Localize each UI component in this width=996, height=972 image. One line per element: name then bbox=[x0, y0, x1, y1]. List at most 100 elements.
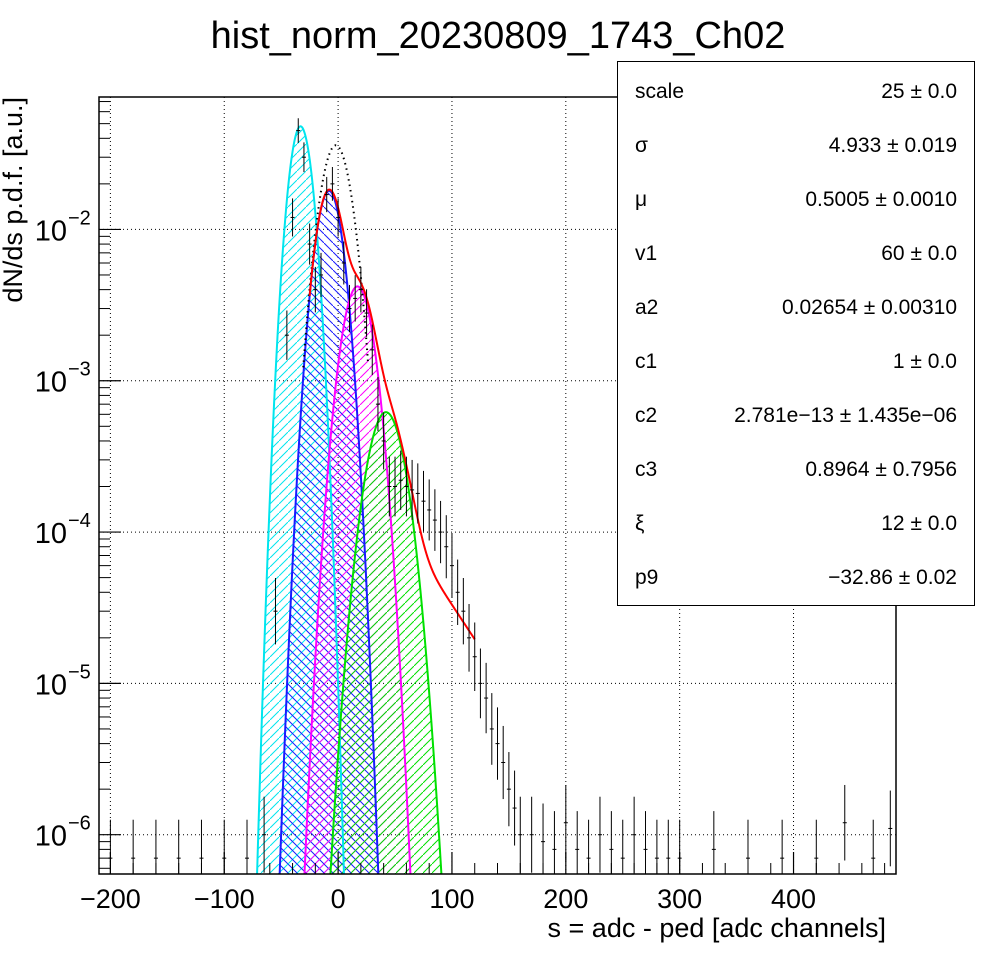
data-point bbox=[432, 489, 437, 551]
fit-stats-box: scale 25 ± 0.0 σ 4.933 ± 0.019 μ 0.5005 … bbox=[617, 61, 975, 606]
stat-row-c1: c1 1 ± 0.0 bbox=[618, 350, 974, 380]
data-point bbox=[290, 198, 295, 237]
stat-name: c3 bbox=[635, 458, 658, 481]
stat-value: 2.781e−13 ± 1.435e−06 bbox=[734, 404, 957, 427]
data-point bbox=[336, 198, 341, 237]
stat-value: 4.933 ± 0.019 bbox=[828, 134, 957, 157]
data-point bbox=[358, 266, 363, 313]
data-point bbox=[381, 412, 386, 470]
data-point bbox=[461, 578, 466, 645]
x-tick-label: 100 bbox=[429, 884, 474, 914]
stat-value: −32.86 ± 0.02 bbox=[828, 566, 957, 589]
stat-row-mu: μ 0.5005 ± 0.0010 bbox=[618, 188, 974, 218]
stat-name: v1 bbox=[635, 242, 658, 265]
data-point bbox=[347, 284, 352, 333]
data-point bbox=[262, 796, 267, 873]
y-axis-label: dN/ds p.d.f. [a.u.] bbox=[0, 97, 28, 303]
data-point bbox=[552, 811, 557, 874]
pedestal-dotted-curve bbox=[302, 144, 370, 368]
stat-name: μ bbox=[635, 188, 648, 211]
data-point bbox=[393, 456, 398, 517]
stat-name: c2 bbox=[635, 404, 658, 427]
component-curve bbox=[329, 411, 443, 874]
data-point bbox=[842, 784, 847, 861]
fit-curves bbox=[256, 125, 476, 874]
data-point bbox=[398, 450, 403, 510]
stat-row-c2: c2 2.781e−13 ± 1.435e−06 bbox=[618, 404, 974, 434]
data-point bbox=[888, 790, 893, 867]
stat-row-xi: ξ 12 ± 0.0 bbox=[618, 512, 974, 542]
data-point bbox=[375, 376, 380, 432]
data-point bbox=[427, 479, 432, 541]
data-point bbox=[478, 648, 483, 719]
total-fit-curve bbox=[308, 188, 476, 640]
data-point bbox=[620, 819, 625, 874]
data-point bbox=[484, 662, 489, 734]
data-point bbox=[273, 578, 278, 645]
component-curve bbox=[278, 189, 380, 874]
stat-name: c1 bbox=[635, 350, 658, 373]
x-axis-label: s = adc - ped [adc channels] bbox=[548, 913, 886, 943]
stat-value: 12 ± 0.0 bbox=[881, 512, 957, 535]
x-tick-label: −100 bbox=[194, 884, 255, 914]
x-tick-label: 400 bbox=[771, 884, 816, 914]
y-tick-exponent: −5 bbox=[68, 661, 91, 683]
stat-value: 0.02654 ± 0.00310 bbox=[781, 296, 957, 319]
stat-row-sigma: σ 4.933 ± 0.019 bbox=[618, 134, 974, 164]
stat-name: p9 bbox=[635, 566, 659, 589]
y-tick-label: 10 bbox=[35, 215, 67, 247]
stat-value: 0.5005 ± 0.0010 bbox=[805, 188, 957, 211]
data-point bbox=[472, 622, 477, 692]
stat-name: ξ bbox=[635, 512, 645, 535]
data-point bbox=[632, 796, 637, 873]
data-point bbox=[421, 470, 426, 532]
data-point bbox=[296, 118, 301, 143]
stat-name: σ bbox=[635, 134, 648, 157]
data-point bbox=[575, 811, 580, 874]
y-tick-label: 10 bbox=[35, 669, 67, 701]
y-tick-exponent: −3 bbox=[68, 359, 91, 381]
data-point bbox=[455, 559, 460, 625]
stat-row-scale: scale 25 ± 0.0 bbox=[618, 80, 974, 110]
data-point bbox=[467, 604, 472, 672]
y-tick-exponent: −6 bbox=[68, 813, 91, 835]
data-point bbox=[666, 819, 671, 874]
data-point bbox=[301, 142, 306, 173]
data-point bbox=[512, 770, 517, 846]
x-tick-label: 300 bbox=[657, 884, 702, 914]
stat-value: 1 ± 0.0 bbox=[892, 350, 957, 373]
data-point bbox=[597, 796, 602, 873]
stat-value: 60 ± 0.0 bbox=[881, 242, 957, 265]
stat-value: 0.8964 ± 0.7956 bbox=[805, 458, 957, 481]
data-point bbox=[780, 819, 785, 874]
stat-row-a2: a2 0.02654 ± 0.00310 bbox=[618, 296, 974, 326]
data-point bbox=[438, 500, 443, 564]
data-point bbox=[364, 289, 369, 337]
stat-name: a2 bbox=[635, 296, 659, 319]
stat-row-c3: c3 0.8964 ± 0.7956 bbox=[618, 458, 974, 488]
data-point bbox=[313, 266, 318, 313]
y-tick-exponent: −2 bbox=[68, 207, 91, 229]
x-tick-label: −200 bbox=[80, 884, 141, 914]
data-point bbox=[353, 275, 358, 322]
data-point bbox=[643, 811, 648, 874]
data-point bbox=[415, 463, 420, 524]
component-curve bbox=[256, 125, 345, 874]
data-point bbox=[495, 707, 500, 780]
data-point bbox=[444, 515, 449, 579]
data-point bbox=[330, 166, 335, 201]
data-point bbox=[387, 456, 392, 517]
data-point bbox=[319, 252, 324, 298]
y-tick-exponent: −4 bbox=[68, 510, 91, 532]
data-point bbox=[506, 752, 511, 827]
data-point bbox=[489, 693, 494, 765]
data-point bbox=[370, 324, 375, 376]
y-tick-label: 10 bbox=[35, 518, 67, 550]
data-point bbox=[324, 176, 329, 213]
data-point bbox=[341, 241, 346, 285]
data-point bbox=[711, 811, 716, 874]
y-tick-label: 10 bbox=[35, 367, 67, 399]
y-tick-label: 10 bbox=[35, 821, 67, 853]
data-point bbox=[284, 310, 289, 360]
